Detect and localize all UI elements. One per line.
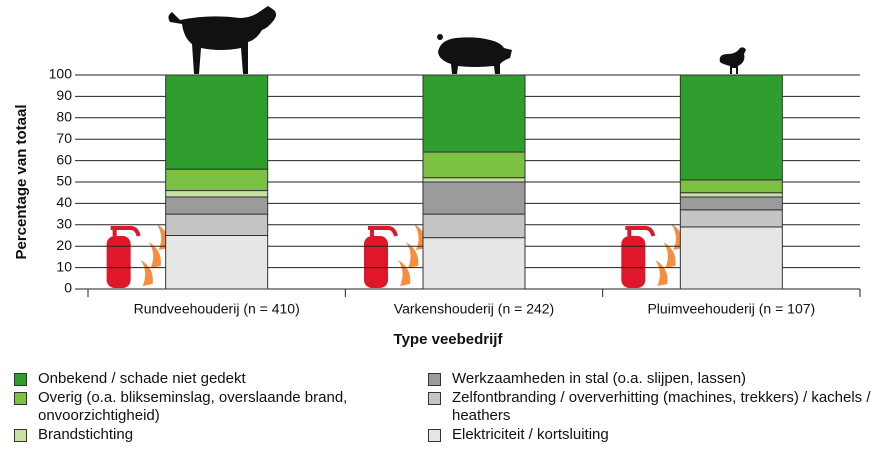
legend-swatch [428, 429, 441, 442]
legend-label: Overig (o.a. blikseminslag, overslaande … [38, 389, 418, 425]
chart: Type veebedrijf Percentage van totaal 0 1… [0, 0, 875, 360]
y-tick-label: 90 [56, 87, 72, 103]
extinguisher [107, 236, 131, 288]
bar-segment [680, 180, 782, 193]
legend-swatch [14, 373, 27, 386]
legend-swatch [428, 392, 441, 405]
y-tick-label: 40 [56, 194, 72, 210]
legend-label: Werkzaamheden in stal (o.a. slijpen, las… [452, 370, 875, 388]
bar-segment [166, 75, 268, 169]
bar-segment [680, 210, 782, 227]
legend-swatch [14, 392, 27, 405]
bar-segment [166, 191, 268, 197]
bar-segment [423, 238, 525, 289]
x-tick-label: Rundveehouderij (n = 410) [134, 301, 300, 317]
y-tick-label: 30 [56, 216, 72, 232]
extinguisher [364, 236, 388, 288]
bar-segment [166, 214, 268, 235]
bar-segment [423, 178, 525, 182]
legend-swatch [428, 373, 441, 386]
legend-swatch [14, 429, 27, 442]
bar-segment [423, 214, 525, 238]
legend-label: Elektriciteit / kortsluiting [452, 426, 875, 444]
y-tick-label: 20 [56, 237, 72, 253]
x-tick-label: Varkenshouderij (n = 242) [394, 301, 554, 317]
legend-label: Onbekend / schade niet gedekt [38, 370, 418, 388]
legend-label: Zelfontbranding / oververhitting (machin… [452, 389, 875, 425]
bar-segment [680, 197, 782, 210]
flame [141, 260, 153, 286]
page: Type veebedrijf Percentage van totaal 0 1… [0, 0, 875, 454]
y-tick-label: 0 [64, 280, 72, 296]
extinguisher-hose [625, 228, 653, 236]
bar-segment [423, 75, 525, 152]
y-tick-label: 70 [56, 130, 72, 146]
y-axis-title: Percentage van totaal [13, 104, 30, 259]
extinguisher-hose [111, 228, 139, 236]
bar-segment [166, 197, 268, 214]
cow-icon [168, 6, 276, 74]
x-tick-label: Pluimveehouderij (n = 107) [647, 301, 815, 317]
y-tick-label: 50 [56, 173, 72, 189]
y-tick-label: 100 [49, 66, 73, 82]
legend-label: Brandstichting [38, 426, 418, 444]
extinguisher [621, 236, 645, 288]
bar-segment [680, 193, 782, 197]
x-axis-title: Type veebedrijf [394, 331, 504, 348]
bar-segment [166, 236, 268, 290]
pig-icon [437, 34, 512, 74]
flame [398, 260, 410, 286]
bar-segment [423, 152, 525, 178]
chicken-icon [720, 47, 746, 74]
bar-segment [166, 169, 268, 190]
flame [655, 260, 667, 286]
extinguisher-hose [368, 228, 396, 236]
y-tick-label: 60 [56, 151, 72, 167]
bar-segment [423, 182, 525, 214]
bar-segment [680, 227, 782, 289]
y-tick-label: 80 [56, 109, 72, 125]
y-tick-label: 10 [56, 258, 72, 274]
bar-segment [680, 75, 782, 180]
